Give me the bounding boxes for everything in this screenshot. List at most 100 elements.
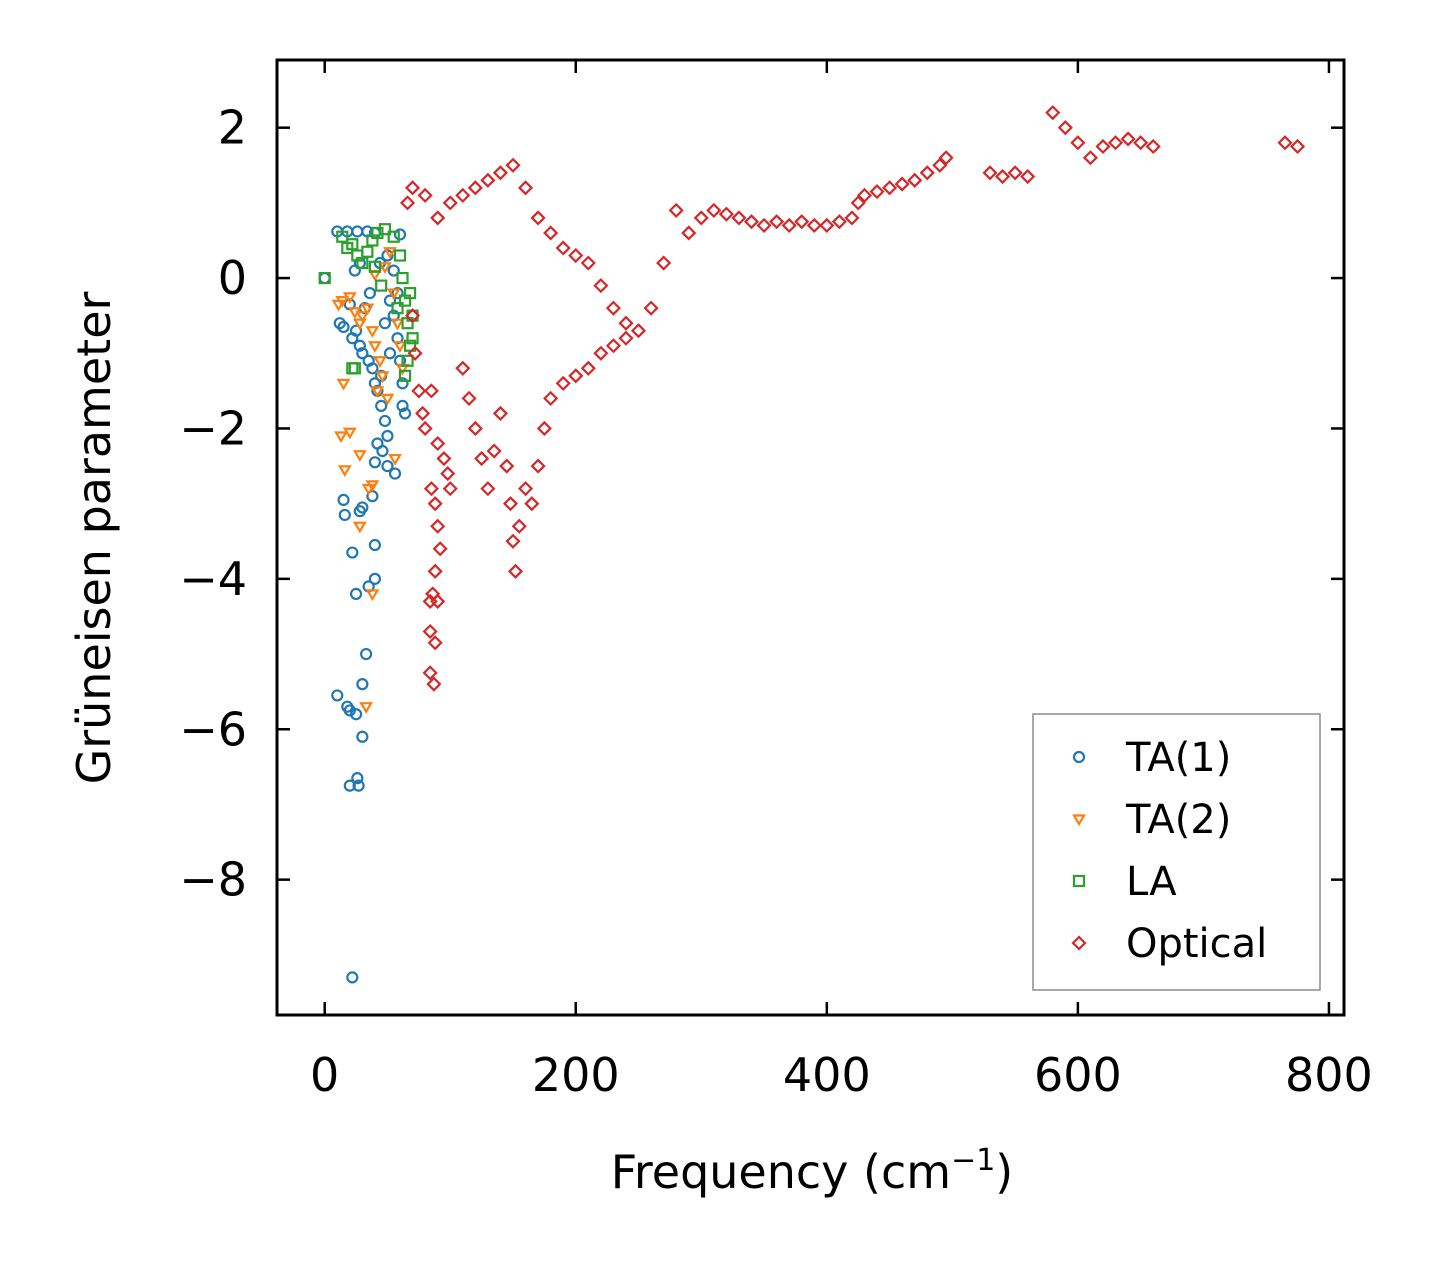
data-point <box>373 356 387 368</box>
data-point <box>376 444 389 458</box>
data-point <box>1277 135 1293 151</box>
data-point <box>398 407 412 420</box>
x-tick-label: 0 <box>310 1048 339 1102</box>
data-point <box>480 481 496 497</box>
x-tick-label: 800 <box>1285 1048 1373 1102</box>
data-point <box>593 345 609 361</box>
data-point <box>882 180 898 196</box>
data-point <box>352 450 367 462</box>
data-point <box>856 187 873 203</box>
data-point <box>781 217 797 233</box>
data-point <box>440 466 456 482</box>
data-point <box>432 541 448 557</box>
data-point <box>393 249 407 262</box>
x-tick-label: 200 <box>532 1048 620 1102</box>
data-marks <box>318 105 1306 984</box>
legend-label-3: LA <box>1126 859 1177 905</box>
data-point <box>368 538 382 552</box>
data-point <box>356 678 369 691</box>
data-point <box>907 172 923 188</box>
data-point <box>349 708 363 721</box>
data-point <box>396 271 409 285</box>
data-point <box>378 317 392 330</box>
data-point <box>756 217 772 233</box>
data-point <box>393 341 407 353</box>
data-point <box>499 458 515 474</box>
legend-marker-2 <box>1072 814 1086 827</box>
data-point <box>455 187 471 203</box>
data-point <box>346 332 359 345</box>
data-point <box>365 326 380 338</box>
x-axis-title: Frequency (cm−1) <box>611 1143 1014 1199</box>
data-point <box>388 453 402 466</box>
data-point <box>391 287 404 300</box>
y-axis-title: Grüneisen parameter <box>67 291 121 784</box>
data-point <box>568 368 584 384</box>
data-point <box>618 315 634 331</box>
data-point <box>430 593 446 609</box>
data-point <box>337 465 352 477</box>
data-point <box>568 247 584 264</box>
data-point <box>368 260 382 273</box>
series-ta-1 <box>318 225 412 984</box>
data-point <box>331 689 344 702</box>
data-point <box>467 180 483 196</box>
data-point <box>427 496 443 512</box>
data-point <box>334 431 348 444</box>
data-point <box>407 345 423 361</box>
data-point <box>370 386 385 399</box>
data-point <box>335 296 350 308</box>
data-point <box>1133 135 1149 151</box>
data-point <box>356 347 369 360</box>
data-point <box>430 210 446 226</box>
data-point <box>480 172 496 188</box>
data-point <box>492 165 508 181</box>
data-point <box>938 150 954 166</box>
data-point <box>380 393 395 406</box>
data-point <box>398 369 412 382</box>
x-tick-label: 600 <box>1034 1048 1122 1102</box>
data-point <box>474 450 490 467</box>
data-point <box>360 647 373 661</box>
data-point <box>355 311 370 323</box>
legend: TA(1) TA(2) LA Optical <box>1032 713 1321 991</box>
data-point <box>819 217 835 233</box>
data-point <box>333 317 346 330</box>
data-point <box>982 165 998 181</box>
legend-marker-1 <box>1072 750 1086 764</box>
data-point <box>396 399 409 413</box>
data-point <box>353 339 366 352</box>
data-point <box>378 262 392 274</box>
data-point <box>375 371 390 383</box>
data-point <box>605 300 621 316</box>
data-point <box>338 508 351 522</box>
data-point <box>351 772 364 785</box>
data-point <box>605 338 621 354</box>
legend-marker-4 <box>1071 935 1087 951</box>
data-point <box>375 399 388 413</box>
data-point <box>381 459 394 473</box>
data-point <box>718 206 734 222</box>
data-point <box>505 157 521 173</box>
data-point <box>442 481 458 497</box>
data-point <box>383 294 397 307</box>
data-point <box>461 390 477 406</box>
data-point <box>492 405 508 421</box>
data-point <box>593 278 609 294</box>
data-point <box>1020 168 1036 185</box>
data-point <box>365 480 380 493</box>
data-point <box>806 217 822 233</box>
data-point <box>336 230 349 243</box>
data-point <box>1082 150 1098 166</box>
series-ta-2 <box>331 247 410 714</box>
data-point <box>1107 135 1124 151</box>
data-point <box>630 323 647 339</box>
data-point <box>390 318 405 331</box>
y-tick-label: 2 <box>218 101 247 155</box>
data-point <box>769 214 785 230</box>
axis-ticks: 0 200 400 600 800 2 0 −2 −4 −6 −8 <box>179 60 1373 1102</box>
legend-marker-3 <box>1072 874 1086 888</box>
data-point <box>353 505 366 518</box>
data-point <box>1070 135 1086 151</box>
